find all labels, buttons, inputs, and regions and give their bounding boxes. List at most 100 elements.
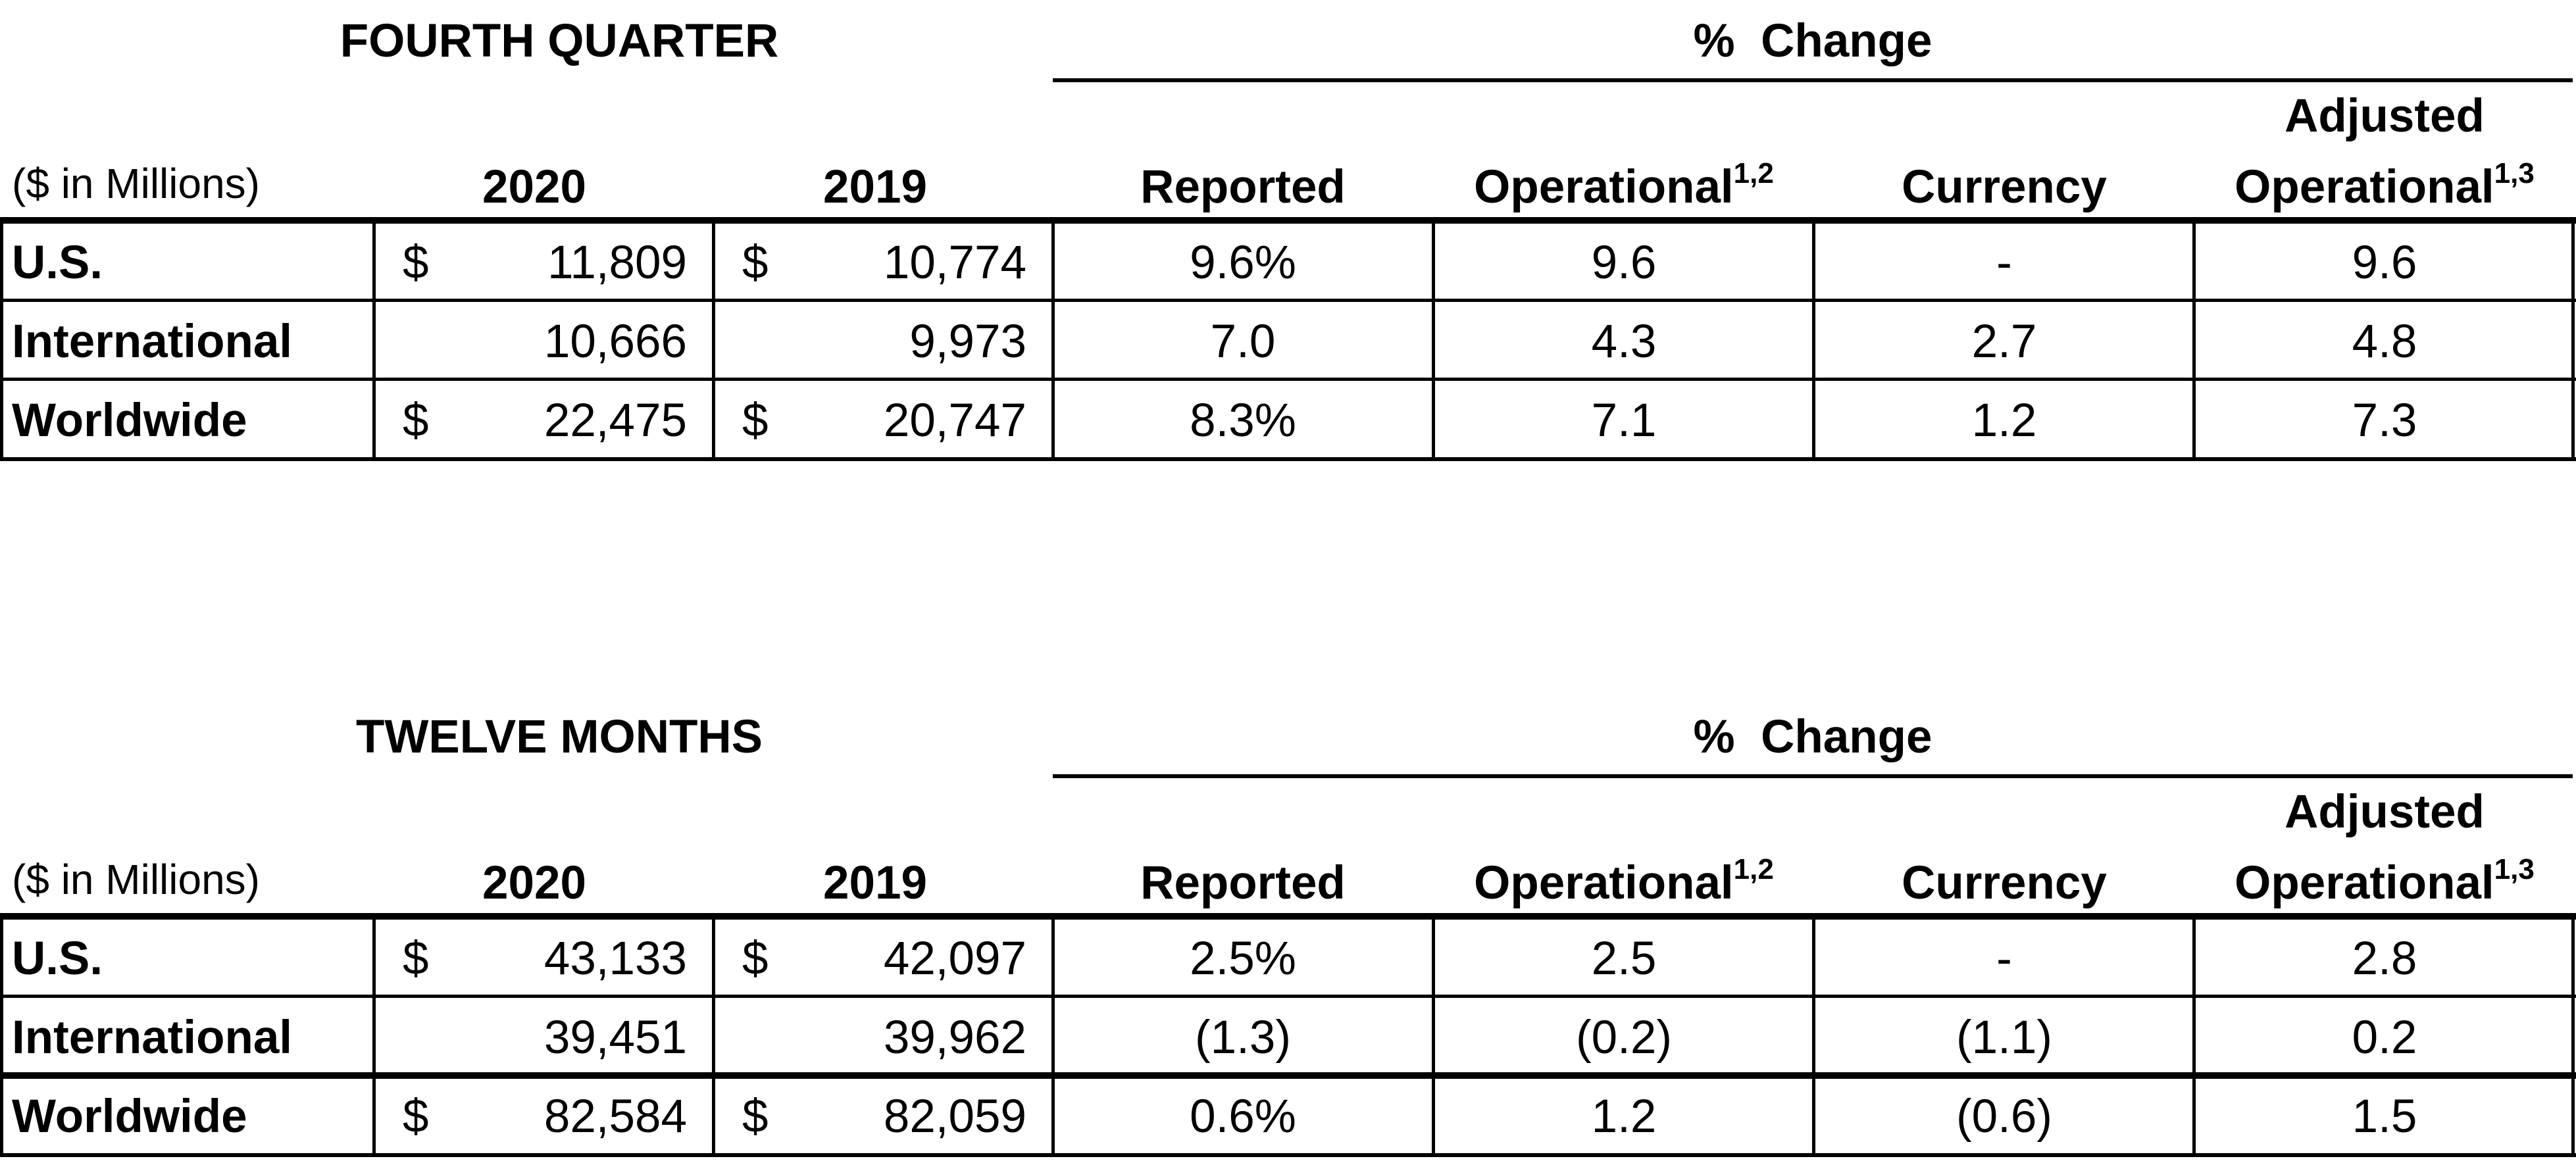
value-2019: 10,774 — [883, 237, 1026, 289]
reported-change: (1.3) — [1195, 1012, 1291, 1064]
operational-text: Operational — [1474, 857, 1734, 909]
row-divider — [0, 378, 2576, 381]
value-2020: 43,133 — [543, 933, 687, 985]
operational-change: 2.5 — [1591, 933, 1657, 985]
col-header-2020: 2020 — [482, 857, 586, 909]
adjusted-operational-change: 2.8 — [2352, 933, 2417, 985]
col-divider — [0, 217, 3, 459]
col-divider — [2571, 217, 2575, 459]
quarter-table: U.S. $ 11,809 $ 10,774 9.6% 9.6 - 9.6 In… — [0, 217, 2576, 466]
currency-symbol: $ — [403, 237, 429, 289]
col-header-adjusted-line2: Operational1,3 — [2195, 853, 2574, 910]
value-2020: 22,475 — [543, 395, 687, 447]
col-divider — [372, 913, 376, 1155]
col-divider — [712, 217, 715, 459]
value-2019: 42,097 — [883, 933, 1026, 985]
pct-change-title: % Change — [1693, 15, 1932, 67]
col-header-currency: Currency — [1902, 857, 2107, 909]
adjusted-operational-change: 4.8 — [2352, 316, 2417, 368]
table-row: International 39,451 39,962 (1.3) (0.2) … — [0, 999, 2576, 1077]
adjusted-operational-change: 7.3 — [2352, 395, 2417, 447]
fourth-quarter-section: FOURTH QUARTER % Change ($ in Millions) … — [0, 0, 2576, 466]
col-header-adjusted-line1: Adjusted — [2285, 90, 2485, 142]
currency-symbol: $ — [742, 395, 769, 447]
reported-change: 7.0 — [1210, 316, 1276, 368]
operational-change: (0.2) — [1576, 1012, 1672, 1064]
adjusted-footnote: 1,3 — [2494, 157, 2535, 189]
col-header-adjusted-line1: Adjusted — [2285, 786, 2485, 838]
col-header-currency: Currency — [1902, 161, 2107, 213]
operational-change: 9.6 — [1591, 237, 1657, 289]
table-bottom-rule — [0, 1153, 2576, 1157]
col-header-2020: 2020 — [482, 161, 586, 213]
reported-change: 2.5% — [1190, 933, 1296, 985]
table-row: Worldwide $ 22,475 $ 20,747 8.3% 7.1 1.2… — [0, 382, 2576, 460]
operational-change: 1.2 — [1591, 1091, 1657, 1143]
col-header-2019: 2019 — [823, 857, 927, 909]
reported-change: 9.6% — [1190, 237, 1296, 289]
col-divider — [0, 913, 3, 1155]
twelve-months-section: TWELVE MONTHS % Change ($ in Millions) 2… — [0, 696, 2576, 1162]
reported-change: 8.3% — [1190, 395, 1296, 447]
col-divider — [1812, 913, 1815, 1155]
row-divider-thick — [0, 1072, 2576, 1079]
currency-symbol: $ — [403, 933, 429, 985]
col-header-2019: 2019 — [823, 161, 927, 213]
value-2020: 82,584 — [543, 1091, 687, 1143]
col-header-operational: Operational1,2 — [1434, 157, 1813, 214]
col-divider — [2192, 217, 2196, 459]
twelve-months-table: U.S. $ 43,133 $ 42,097 2.5% 2.5 - 2.8 In… — [0, 913, 2576, 1162]
col-divider — [372, 217, 376, 459]
currency-change: - — [1996, 237, 2012, 289]
section-title-text: TWELVE MONTHS — [356, 711, 763, 763]
adjusted-operational-change: 1.5 — [2352, 1091, 2417, 1143]
table-row: International 10,666 9,973 7.0 4.3 2.7 4… — [0, 303, 2576, 382]
reported-change: 0.6% — [1190, 1091, 1296, 1143]
section-title: TWELVE MONTHS — [356, 710, 763, 764]
row-label: U.S. — [12, 933, 103, 985]
pct-change-title: % Change — [1693, 711, 1932, 763]
operational-change: 7.1 — [1591, 395, 1657, 447]
section-title: FOURTH QUARTER — [340, 14, 779, 68]
table-row: U.S. $ 43,133 $ 42,097 2.5% 2.5 - 2.8 — [0, 920, 2576, 999]
operational-change: 4.3 — [1591, 316, 1657, 368]
currency-change: - — [1996, 933, 2012, 985]
currency-change: (0.6) — [1956, 1091, 2052, 1143]
currency-symbol: $ — [403, 1091, 429, 1143]
table-row: U.S. $ 11,809 $ 10,774 9.6% 9.6 - 9.6 — [0, 224, 2576, 303]
col-header-operational: Operational1,2 — [1434, 853, 1813, 910]
currency-change: 2.7 — [1971, 316, 2037, 368]
value-2019: 20,747 — [883, 395, 1026, 447]
value-2019: 82,059 — [883, 1091, 1026, 1143]
adjusted-operational-change: 9.6 — [2352, 237, 2417, 289]
currency-symbol: $ — [742, 933, 769, 985]
col-divider — [1812, 217, 1815, 459]
col-divider — [1432, 913, 1435, 1155]
col-divider — [1432, 217, 1435, 459]
value-2019: 39,962 — [883, 1012, 1026, 1064]
adjusted-operational-text: Operational — [2235, 161, 2494, 213]
row-label: U.S. — [12, 237, 103, 289]
row-label: Worldwide — [12, 395, 247, 447]
col-divider — [2571, 913, 2575, 1155]
table-row: Worldwide $ 82,584 $ 82,059 0.6% 1.2 (0.… — [0, 1077, 2576, 1156]
table-top-rule — [0, 217, 2576, 224]
row-divider — [0, 995, 2576, 998]
adjusted-operational-text: Operational — [2235, 857, 2494, 909]
operational-text: Operational — [1474, 161, 1734, 213]
pct-change-rule — [1053, 774, 2573, 778]
col-header-reported: Reported — [1140, 161, 1346, 213]
col-divider — [2192, 913, 2196, 1155]
operational-footnote: 1,2 — [1733, 157, 1774, 189]
col-header-reported: Reported — [1140, 857, 1346, 909]
table-top-rule — [0, 913, 2576, 920]
row-label: International — [12, 316, 293, 368]
row-label: Worldwide — [12, 1091, 247, 1143]
units-label: ($ in Millions) — [12, 160, 260, 207]
adjusted-operational-change: 0.2 — [2352, 1012, 2417, 1064]
value-2020: 10,666 — [543, 316, 687, 368]
currency-symbol: $ — [403, 395, 429, 447]
row-label: International — [12, 1012, 293, 1064]
value-2020: 39,451 — [543, 1012, 687, 1064]
adjusted-footnote: 1,3 — [2494, 853, 2535, 885]
